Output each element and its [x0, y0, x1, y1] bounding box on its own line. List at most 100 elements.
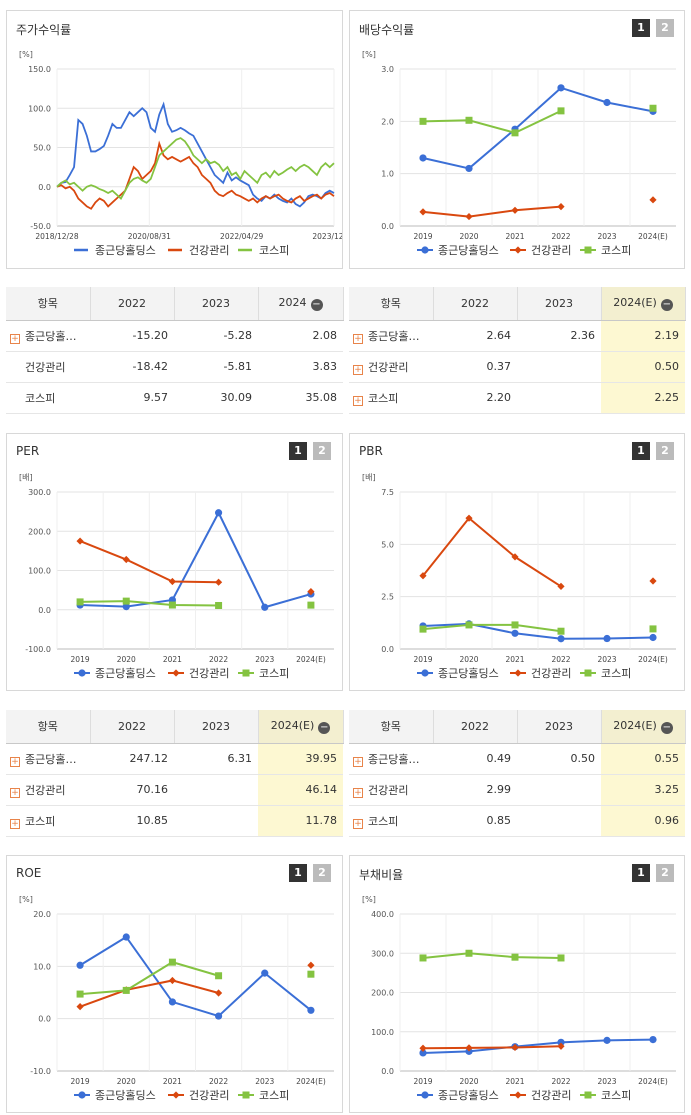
- series-3: [76, 958, 315, 998]
- data-point: [419, 1049, 427, 1057]
- data-point: [511, 1043, 519, 1052]
- data-point: [172, 1091, 180, 1099]
- data-point: [214, 1012, 223, 1020]
- series-line: [422, 86, 654, 170]
- page-2-button[interactable]: 2: [656, 442, 674, 460]
- table-header-row: 항목 2022 2023 2024−: [6, 287, 344, 321]
- data-point: [168, 577, 177, 586]
- table-cell: 0.50: [517, 743, 601, 775]
- expand-icon[interactable]: +: [353, 395, 363, 406]
- table-cell: [174, 805, 258, 837]
- column-header-2024e: 2024(E) −: [601, 710, 686, 744]
- series-3: [419, 104, 657, 137]
- table-row: + 건강관리 70.16 46.14: [6, 774, 343, 806]
- data-point: [307, 1006, 315, 1014]
- table-row: + 종근당홀… 0.49 0.50 0.55: [349, 743, 685, 775]
- row-name-cell: + 종근당홀…: [6, 743, 90, 775]
- x-tick-label: 2023: [255, 655, 274, 664]
- collapse-icon[interactable]: −: [660, 298, 673, 311]
- collapse-icon[interactable]: −: [318, 721, 331, 734]
- collapse-icon[interactable]: −: [310, 298, 323, 311]
- y-tick-label: 3.0: [381, 65, 394, 74]
- y-tick-label: 2.0: [381, 117, 394, 126]
- expand-icon[interactable]: +: [10, 756, 20, 767]
- y-tick-label: 0.0: [38, 606, 51, 615]
- table-row: 코스피 9.57 30.09 35.08: [6, 382, 343, 414]
- table-cell: [517, 382, 601, 414]
- data-point: [557, 1042, 565, 1050]
- chart-panel-dividend-yield: 배당수익률 1 2 [%] 3.0 2.0 1.0 0.0 2019 2020 2021 202…: [349, 10, 685, 269]
- y-tick-label: 10.0: [33, 962, 51, 971]
- page-1-button[interactable]: 1: [632, 19, 650, 37]
- data-point: [557, 582, 565, 591]
- x-tick-label: 2019: [413, 655, 432, 664]
- data-point: [465, 164, 473, 173]
- collapse-icon[interactable]: −: [660, 721, 673, 734]
- expand-icon[interactable]: +: [10, 818, 20, 829]
- page-1-button[interactable]: 1: [632, 864, 650, 882]
- x-tick-label: 2018/12/28: [35, 232, 78, 241]
- expand-icon[interactable]: +: [353, 333, 363, 344]
- table-cell: 46.14: [258, 774, 343, 806]
- data-point: [76, 961, 84, 969]
- y-tick-label: 7.5: [381, 488, 394, 497]
- expand-icon[interactable]: +: [353, 364, 363, 375]
- table-cell: [517, 351, 601, 383]
- column-header: 항목: [6, 287, 91, 321]
- data-point: [465, 1044, 473, 1052]
- column-header: 2022: [90, 287, 175, 321]
- y-tick-label: 100.0: [371, 1028, 394, 1037]
- table-cell: 9.57: [90, 382, 174, 414]
- series-line: [80, 510, 312, 609]
- expand-icon[interactable]: +: [10, 787, 20, 798]
- data-point: [511, 953, 519, 961]
- page-2-button[interactable]: 2: [313, 864, 331, 882]
- series-line: [422, 516, 562, 588]
- column-header-2024e: 2024(E) −: [258, 710, 344, 744]
- y-tick-label: 0.0: [381, 222, 394, 231]
- unit-label: [%]: [19, 895, 33, 904]
- data-point: [465, 212, 473, 221]
- data-point: [511, 129, 519, 137]
- data-point: [122, 986, 130, 994]
- chart-svg: [배] 300.0 200.0 100.0 0.0 -100.0 2019 2020 2021 2…: [19, 473, 334, 680]
- chart-title: 부채비율: [359, 868, 404, 882]
- table-cell: 2.99: [433, 774, 517, 806]
- table-cell: 6.31: [174, 743, 258, 775]
- x-tick-label: 2021: [505, 655, 524, 664]
- data-point: [122, 555, 130, 564]
- table-cell: -5.81: [174, 351, 258, 383]
- expand-icon[interactable]: +: [353, 787, 363, 798]
- page-2-button[interactable]: 2: [313, 442, 331, 460]
- data-point: [419, 625, 427, 633]
- page-1-button[interactable]: 1: [632, 442, 650, 460]
- row-name-cell: + 종근당홀…: [349, 743, 433, 775]
- page-1-button[interactable]: 1: [289, 442, 307, 460]
- row-name-cell: + 종근당홀…: [349, 320, 433, 352]
- legend-label: 종근당홀딩스: [95, 667, 156, 680]
- chart-svg: [배] 7.5 5.0 2.5 0.0 2019 2020 2021 2022 2023 2024(…: [362, 473, 676, 680]
- legend-label: 코스피: [601, 667, 631, 680]
- table-cell: 30.09: [174, 382, 258, 414]
- x-tick-label: 2019: [71, 655, 90, 664]
- table-cell: 70.16: [90, 774, 174, 806]
- series-line: [422, 1045, 562, 1050]
- data-point: [511, 621, 519, 629]
- page-1-button[interactable]: 1: [289, 864, 307, 882]
- stock-return-table: 항목 2022 2023 2024− + 종근당홀… -15.20 -5.28 2…: [6, 287, 344, 414]
- table-cell: [517, 774, 601, 806]
- data-point: [122, 597, 130, 605]
- y-tick-label: 0.0: [381, 1067, 394, 1076]
- table-cell: [517, 805, 601, 837]
- legend-label: 종근당홀딩스: [95, 244, 156, 257]
- legend: 종근당홀딩스 건강관리 코스피: [74, 667, 289, 680]
- chart-title: PBR: [359, 444, 383, 458]
- page-2-button[interactable]: 2: [656, 864, 674, 882]
- expand-icon[interactable]: +: [353, 756, 363, 767]
- y-tick-label: 100.0: [28, 567, 51, 576]
- expand-icon[interactable]: +: [353, 818, 363, 829]
- table-cell: 2.25: [601, 382, 685, 414]
- page-2-button[interactable]: 2: [656, 19, 674, 37]
- expand-icon[interactable]: +: [10, 333, 20, 344]
